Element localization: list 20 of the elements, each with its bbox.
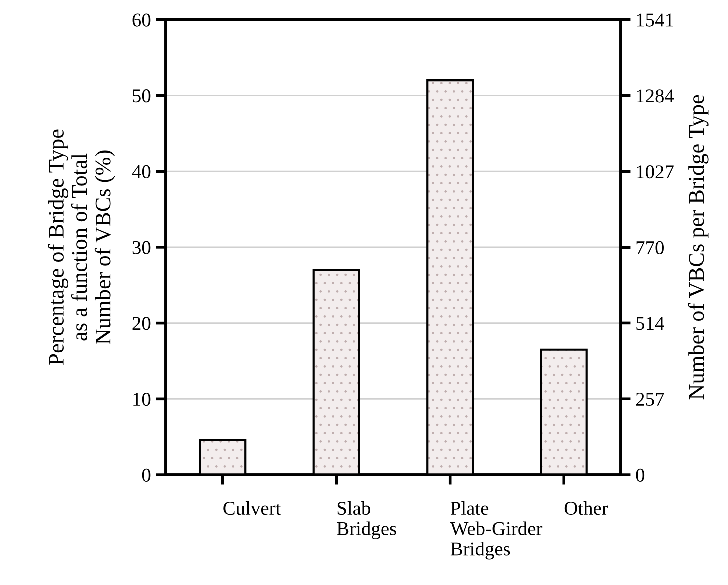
y-tick-label: 20 [132, 317, 151, 330]
x-tick-label: Slab Bridges [337, 501, 396, 540]
y-tick-label: 0 [142, 468, 151, 482]
y2-tick-label: 514 [636, 317, 664, 330]
y-tick-label: 60 [132, 14, 151, 27]
y2-axis-title: Number of VBCs per Bridge Type [688, 95, 709, 400]
y2-tick-label: 0 [636, 468, 645, 482]
x-tick-label: Culvert [224, 501, 282, 516]
x-tick-label: Plate Web-Girder Bridges [450, 501, 543, 560]
y-tick-label: 50 [133, 90, 151, 103]
y2-tick-label: 1284 [637, 90, 674, 103]
y2-tick-label: 257 [636, 392, 664, 406]
y-tick-label: 30 [132, 241, 151, 254]
y2-tick-label: 770 [636, 241, 664, 255]
y2-tick-label: 1541 [637, 14, 674, 27]
y-tick-label: 40 [132, 165, 151, 179]
y-axis-title: Percentage of Bridge Type as a function of Total Number of VBCs (%) [48, 130, 116, 366]
x-tick-label: Other [564, 501, 608, 516]
y2-tick-label: 1027 [637, 166, 674, 179]
y-tick-label: 10 [134, 392, 151, 406]
